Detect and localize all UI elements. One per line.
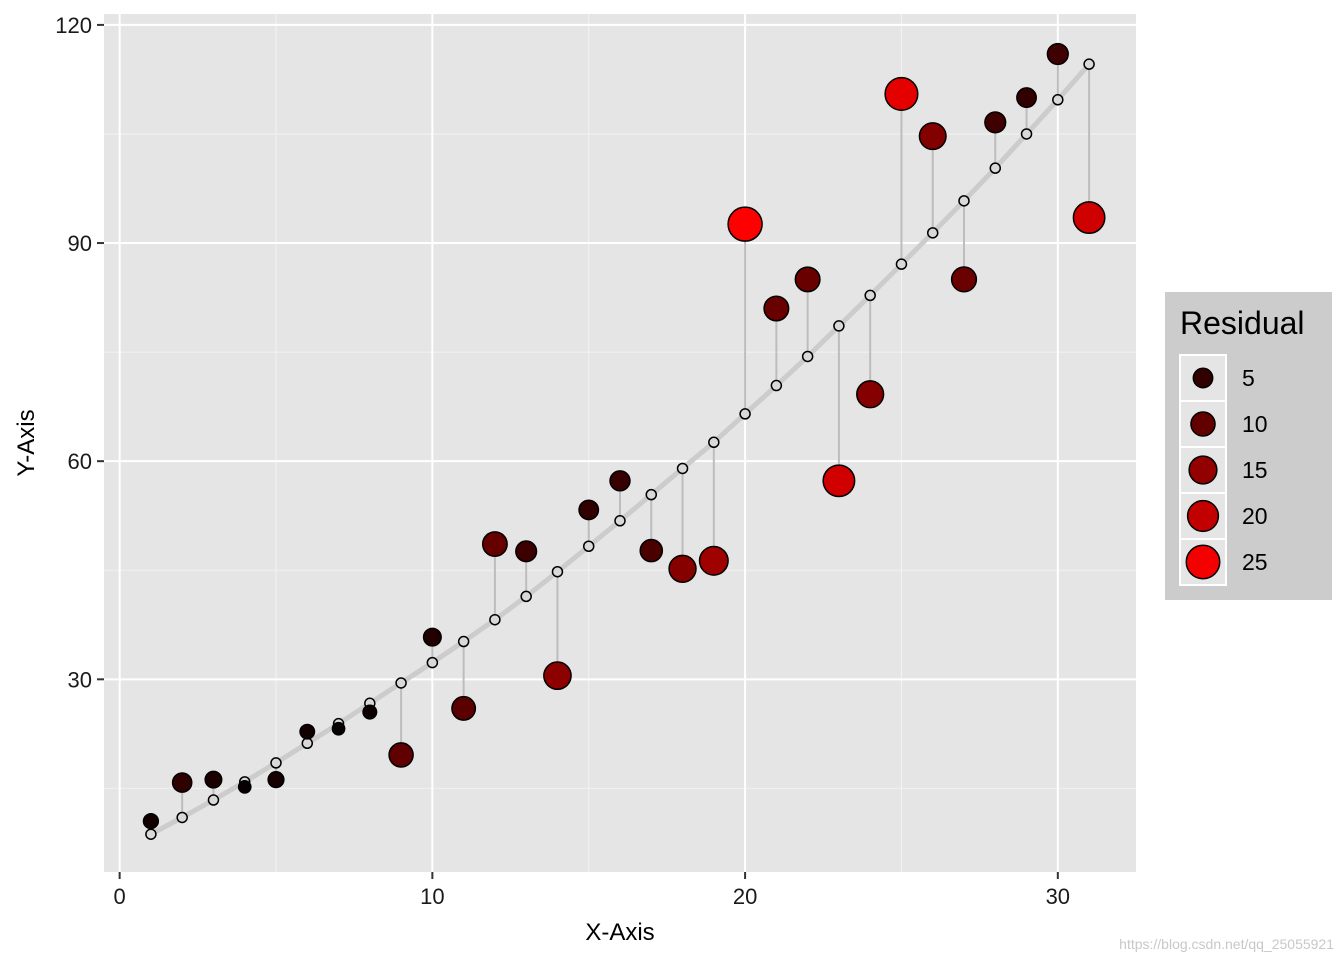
observed-point (515, 540, 538, 563)
observed-point (171, 772, 193, 793)
x-tick-label: 0 (114, 884, 126, 909)
legend-label: 20 (1242, 503, 1268, 529)
predicted-point (520, 590, 532, 603)
observed-point (481, 531, 508, 558)
observed-point (299, 723, 316, 740)
predicted-point (207, 794, 220, 806)
predicted-point (1020, 128, 1033, 140)
observed-point (668, 554, 697, 583)
observed-point (763, 295, 790, 322)
predicted-point (176, 811, 188, 824)
predicted-point (1052, 94, 1064, 106)
observed-point (1072, 201, 1106, 235)
predicted-point (582, 540, 595, 553)
observed-point (984, 111, 1007, 134)
legend-key-point (1186, 499, 1220, 533)
y-axis-title: Y-Axis (13, 409, 40, 476)
observed-point (1016, 87, 1037, 109)
observed-point (422, 627, 442, 647)
observed-point (142, 812, 160, 830)
legend-entries: 5 10 15 20 25 (1179, 354, 1268, 586)
predicted-point (145, 828, 157, 840)
x-tick-label: 30 (1046, 884, 1070, 909)
predicted-point (926, 227, 939, 239)
observed-point (639, 538, 664, 563)
y-tick-label: 120 (55, 13, 92, 38)
observed-point (578, 499, 600, 521)
predicted-point (1083, 58, 1095, 70)
legend-label: 15 (1242, 457, 1268, 483)
observed-points (142, 42, 1106, 830)
predicted-point (395, 677, 407, 689)
predicted-point (426, 656, 439, 669)
y-tick-label: 90 (68, 231, 92, 256)
predicted-points (145, 58, 1095, 840)
x-tick-label: 20 (733, 884, 757, 909)
predicted-point (614, 515, 626, 527)
observed-point (856, 380, 885, 409)
legend-key-point (1192, 367, 1214, 389)
predicted-point (770, 379, 783, 392)
predicted-point (551, 565, 564, 578)
observed-point (727, 206, 763, 242)
plot-panel (104, 14, 1136, 872)
predicted-point (958, 195, 970, 207)
observed-point (950, 266, 978, 293)
y-tick-label: 30 (68, 667, 92, 692)
predicted-point (801, 350, 814, 363)
predicted-point (989, 162, 1002, 174)
observed-point (698, 545, 729, 576)
legend-key-point (1190, 411, 1216, 437)
x-axis-title: X-Axis (585, 919, 654, 946)
legend-label: 10 (1242, 411, 1268, 437)
observed-point (884, 76, 919, 112)
predicted-point (645, 488, 658, 501)
predicted-point (833, 320, 845, 332)
predicted-point (739, 408, 751, 420)
predicted-point (676, 462, 689, 475)
observed-point (267, 771, 285, 789)
observed-point (543, 661, 572, 691)
legend-key-point (1188, 455, 1218, 485)
observed-point (362, 704, 378, 720)
axes: 0 10 20 30 30 60 90 120 (55, 13, 1070, 909)
x-tick-label: 10 (420, 884, 444, 909)
y-tick-label: 60 (68, 449, 92, 474)
observed-point (331, 721, 346, 736)
predicted-point (708, 436, 720, 449)
legend-title: Residual (1180, 305, 1305, 341)
observed-point (1046, 42, 1069, 66)
observed-point (451, 695, 477, 721)
legend-label: 25 (1242, 549, 1268, 575)
predicted-point (489, 613, 501, 626)
predicted-point (864, 289, 876, 302)
observed-point (388, 742, 414, 768)
predicted-point (270, 757, 282, 769)
observed-point (609, 470, 631, 492)
legend: Residual 5 10 15 20 25 (1165, 292, 1332, 600)
predicted-point (301, 737, 314, 750)
watermark-text: https://blog.csdn.net/qq_25055921 (1119, 936, 1334, 952)
observed-point (204, 770, 223, 789)
observed-point (237, 780, 252, 794)
predicted-point (895, 258, 908, 270)
observed-point (822, 464, 856, 498)
predicted-point (457, 635, 470, 648)
legend-label: 5 (1242, 365, 1255, 391)
observed-point (794, 266, 821, 293)
legend-key-point (1185, 544, 1221, 580)
observed-point (918, 122, 947, 151)
